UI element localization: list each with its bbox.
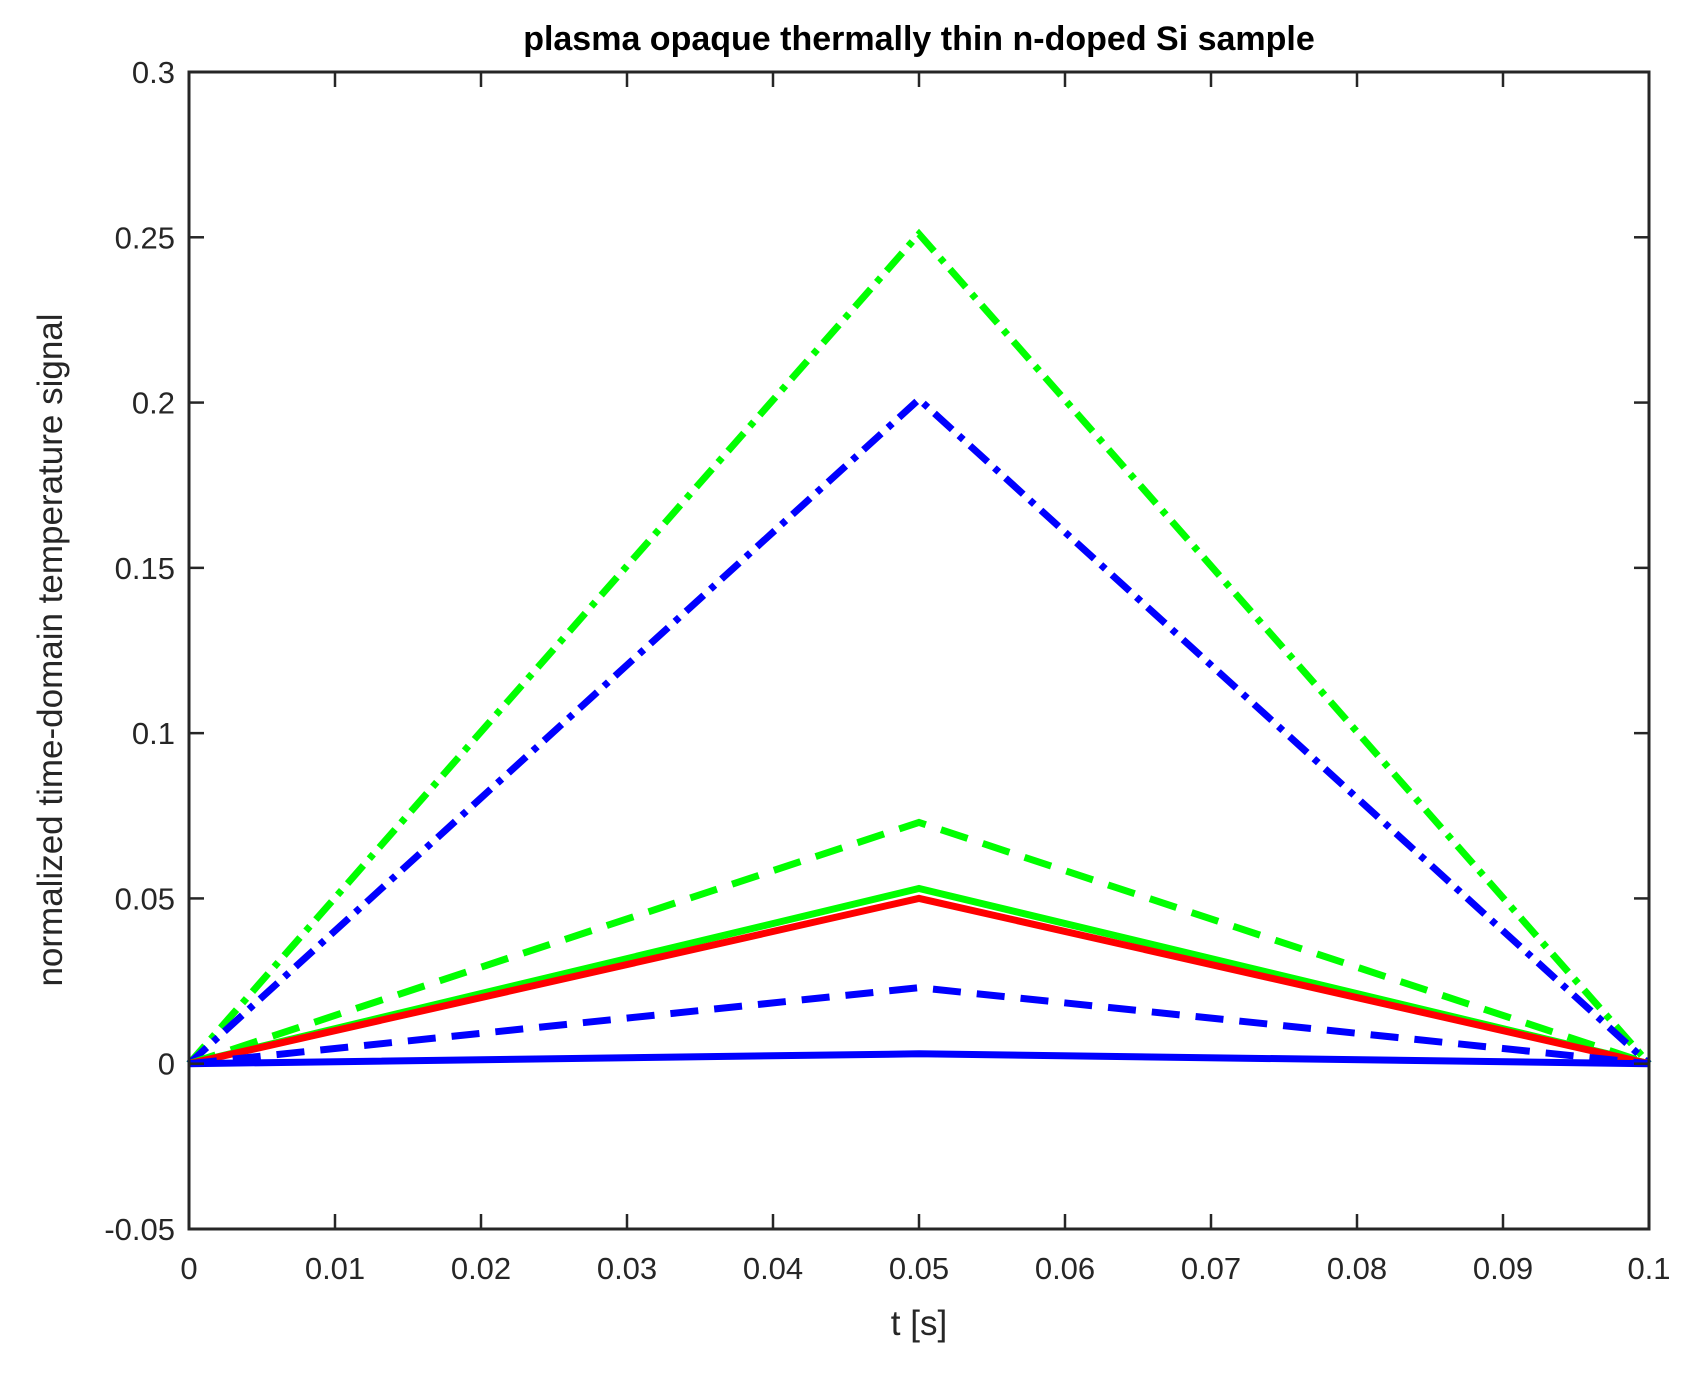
x-tick-label: 0.07: [1181, 1251, 1241, 1286]
x-tick-label: 0.02: [451, 1251, 511, 1286]
x-axis-ticks: 0 0.01 0.02 0.03 0.04 0.05 0.06 0.07 0.08 0.09 0.1: [180, 72, 1671, 1286]
x-tick-label: 0.09: [1473, 1251, 1533, 1286]
y-axis-label: normalized time-domain temperature signa…: [31, 313, 70, 986]
series-line-6: [188, 1050, 1650, 1068]
series-line-2: [187, 818, 1651, 1068]
x-tick-label: 0.01: [305, 1251, 365, 1286]
plot-lines: [186, 228, 1652, 1068]
y-tick-label: 0.2: [132, 386, 175, 421]
x-tick-label: 0.06: [1035, 1251, 1095, 1286]
x-tick-label: 0.08: [1327, 1251, 1387, 1286]
x-tick-label: 0.04: [743, 1251, 803, 1286]
chart-title: plasma opaque thermally thin n-doped Si …: [523, 20, 1315, 58]
series-line-0: [186, 228, 1652, 1067]
x-tick-label: 0: [180, 1251, 197, 1286]
y-axis-ticks: -0.05 0 0.05 0.1 0.15 0.2 0.25 0.3: [104, 55, 1649, 1247]
series-line-1: [186, 394, 1652, 1067]
y-tick-label: 0.15: [115, 551, 175, 586]
y-tick-label: 0.05: [115, 881, 175, 916]
x-tick-label: 0.03: [597, 1251, 657, 1286]
x-tick-label: 0.05: [889, 1251, 949, 1286]
y-tick-label: 0.3: [132, 55, 175, 90]
y-tick-label: 0: [158, 1047, 175, 1082]
y-tick-label: 0.1: [132, 716, 175, 751]
series-line-4: [188, 894, 1650, 1068]
series-line-5: [188, 984, 1650, 1068]
x-tick-label: 0.1: [1627, 1251, 1670, 1286]
x-axis-label: t [s]: [891, 1304, 947, 1343]
y-tick-label: 0.25: [115, 220, 175, 255]
y-tick-label: -0.05: [104, 1212, 175, 1247]
